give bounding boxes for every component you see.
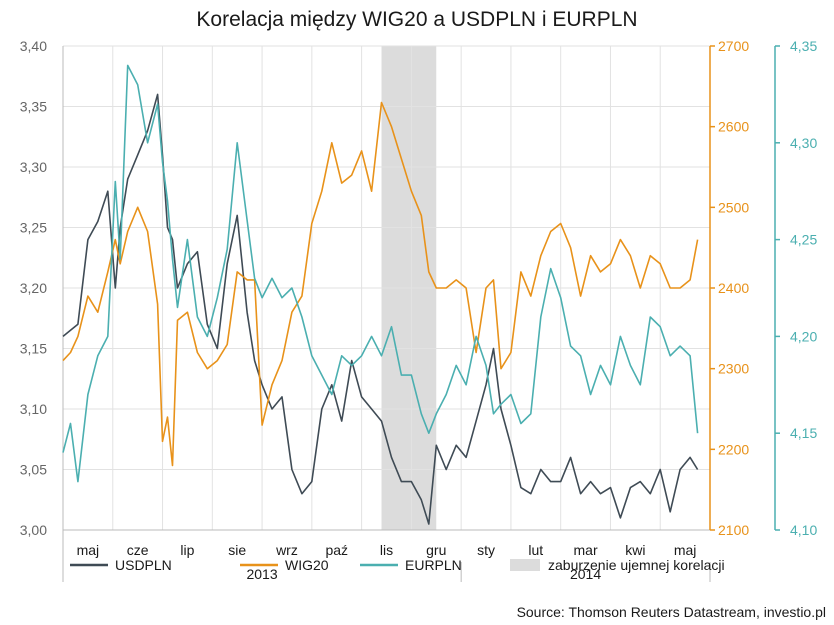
legend-label: USDPLN [115, 557, 172, 573]
x-year-label: 2013 [246, 566, 277, 582]
left-axis-tick-label: 3,30 [20, 159, 47, 175]
legend: USDPLN WIG20 EURPLN zaburzenie ujemnej kore… [70, 557, 725, 573]
x-month-label: kwi [625, 542, 645, 558]
right-axis-wig20-tick-label: 2500 [718, 199, 749, 215]
legend-swatch-shaded-region [510, 559, 540, 571]
series-layer [62, 64, 699, 525]
x-month-label: maj [77, 542, 100, 558]
right-axis-wig20-tick-label: 2600 [718, 119, 749, 135]
left-axis-tick-label: 3,05 [20, 462, 47, 478]
series-line-wig20 [62, 101, 699, 467]
right-axis-eurpln-tick-label: 4,30 [790, 135, 817, 151]
left-axis-tick-label: 3,15 [20, 341, 47, 357]
x-month-label: cze [127, 542, 149, 558]
right-axis-wig20-tick-label: 2200 [718, 441, 749, 457]
left-axis-tick-label: 3,20 [20, 280, 47, 296]
x-year-label: 2014 [570, 566, 601, 582]
series-line-eurpln [62, 64, 699, 483]
x-month-label: lip [180, 542, 194, 558]
x-month-label: sie [228, 542, 246, 558]
chart-title: Korelacja między WIG20 a USDPLN i EURPLN [196, 8, 637, 31]
right-axis-eurpln-tick-label: 4,20 [790, 328, 817, 344]
x-month-label: paź [325, 542, 348, 558]
axes-layer: 3,00 3,05 3,10 3,15 3,20 3,25 3,30 3,35 3,40 maj c… [20, 38, 817, 582]
right-axis-wig20-tick-label: 2400 [718, 280, 749, 296]
right-axis-eurpln-tick-label: 4,25 [790, 232, 817, 248]
left-axis-tick-label: 3,35 [20, 99, 47, 115]
x-month-label: lut [528, 542, 543, 558]
x-month-label: wrz [275, 542, 298, 558]
legend-label: WIG20 [285, 557, 329, 573]
right-axis-eurpln-tick-label: 4,10 [790, 522, 817, 538]
x-month-label: mar [574, 542, 598, 558]
x-month-label: sty [477, 542, 495, 558]
right-axis-wig20-tick-label: 2100 [718, 522, 749, 538]
right-axis-eurpln-tick-label: 4,35 [790, 38, 817, 54]
right-axis-wig20-tick-label: 2300 [718, 361, 749, 377]
x-month-label: lis [380, 542, 393, 558]
left-axis-tick-label: 3,00 [20, 522, 47, 538]
x-month-label: gru [426, 542, 446, 558]
right-axis-eurpln-tick-label: 4,15 [790, 425, 817, 441]
x-month-label: maj [674, 542, 697, 558]
left-axis-tick-label: 3,40 [20, 38, 47, 54]
legend-label: zaburzenie ujemnej korelacji [548, 557, 725, 573]
left-axis-tick-label: 3,10 [20, 401, 47, 417]
chart-source: Source: Thomson Reuters Datastream, inve… [517, 604, 826, 620]
legend-label: EURPLN [405, 557, 462, 573]
left-axis-tick-label: 3,25 [20, 220, 47, 236]
right-axis-wig20-tick-label: 2700 [718, 38, 749, 54]
